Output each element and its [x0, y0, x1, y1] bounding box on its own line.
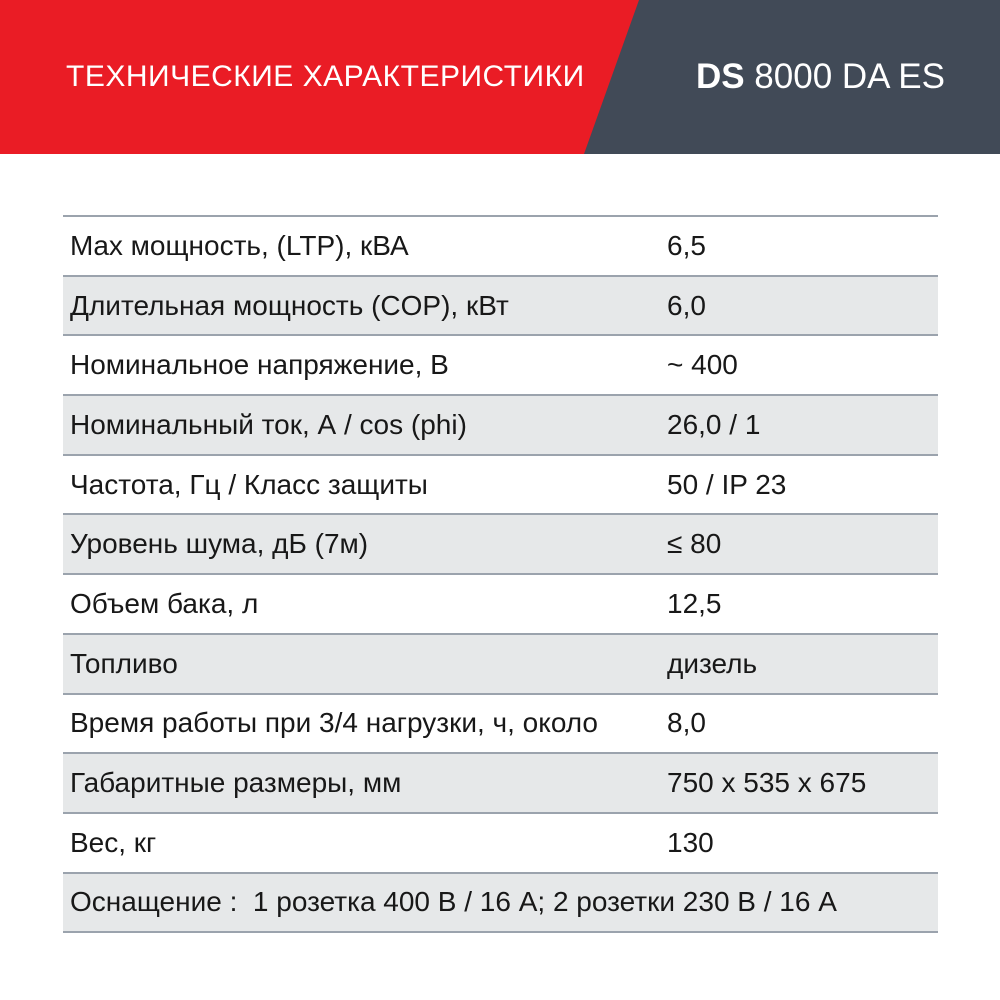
spec-label: Топливо	[70, 647, 178, 679]
table-row: Длительная мощность (COP), кВт 6,0	[63, 274, 938, 335]
spec-label: Номинальное напряжение, В	[70, 349, 449, 381]
spec-label: Частота, Гц / Класс защиты	[70, 468, 428, 500]
table-row: Номинальное напряжение, В ~ 400	[63, 334, 938, 394]
table-row: Время работы при 3/4 нагрузки, ч, около …	[63, 692, 938, 753]
spec-label: Время работы при 3/4 нагрузки, ч, около	[70, 707, 598, 739]
specs-table: Max мощность, (LTP), кВА 6,5 Длительная …	[63, 215, 938, 934]
table-row: Номинальный ток, А / cos (phi) 26,0 / 1	[63, 394, 938, 454]
model-prefix: DS	[695, 57, 745, 96]
spec-value: 50 / IP 23	[667, 468, 787, 500]
equipment-row: Оснащение : 1 розетка 400 В / 16 А; 2 ро…	[63, 871, 938, 932]
table-row: Max мощность, (LTP), кВА 6,5	[63, 215, 938, 275]
table-row: Габаритные размеры, мм 750 x 535 x 675	[63, 752, 938, 812]
spec-value: ≤ 80	[667, 528, 722, 560]
page-title: ТЕХНИЧЕСКИЕ ХАРАКТЕРИСТИКИ	[66, 60, 585, 93]
header-red-diagonal	[0, 0, 639, 154]
table-row: Уровень шума, дБ (7м) ≤ 80	[63, 513, 938, 574]
spec-value: 6,5	[667, 229, 706, 261]
spec-value: ~ 400	[667, 349, 738, 381]
spec-label: Объем бака, л	[70, 587, 259, 619]
spec-label: Вес, кг	[70, 826, 157, 858]
model-rest: 8000 DA ES	[744, 57, 945, 96]
spec-label: Длительная мощность (COP), кВт	[70, 289, 509, 321]
spec-label: Max мощность, (LTP), кВА	[70, 229, 409, 261]
spec-label: Номинальный ток, А / cos (phi)	[70, 408, 467, 440]
spec-value: дизель	[667, 647, 758, 679]
header-banner: ТЕХНИЧЕСКИЕ ХАРАКТЕРИСТИКИ DS 8000 DA ES	[0, 0, 1000, 154]
spec-value: 8,0	[667, 707, 706, 739]
table-row: Топливо дизель	[63, 632, 938, 693]
table-row: Вес, кг 130	[63, 811, 938, 872]
spec-value: 130	[667, 826, 714, 858]
equipment-text: Оснащение : 1 розетка 400 В / 16 А; 2 ро…	[70, 886, 837, 918]
spec-label: Уровень шума, дБ (7м)	[70, 528, 369, 560]
spec-value: 750 x 535 x 675	[667, 767, 867, 799]
spec-label: Габаритные размеры, мм	[70, 767, 402, 799]
spec-value: 12,5	[667, 587, 722, 619]
spec-value: 26,0 / 1	[667, 408, 761, 440]
table-row: Частота, Гц / Класс защиты 50 / IP 23	[63, 453, 938, 514]
spec-value: 6,0	[667, 289, 706, 321]
model-name: DS 8000 DA ES	[696, 0, 945, 154]
table-row: Объем бака, л 12,5	[63, 573, 938, 633]
